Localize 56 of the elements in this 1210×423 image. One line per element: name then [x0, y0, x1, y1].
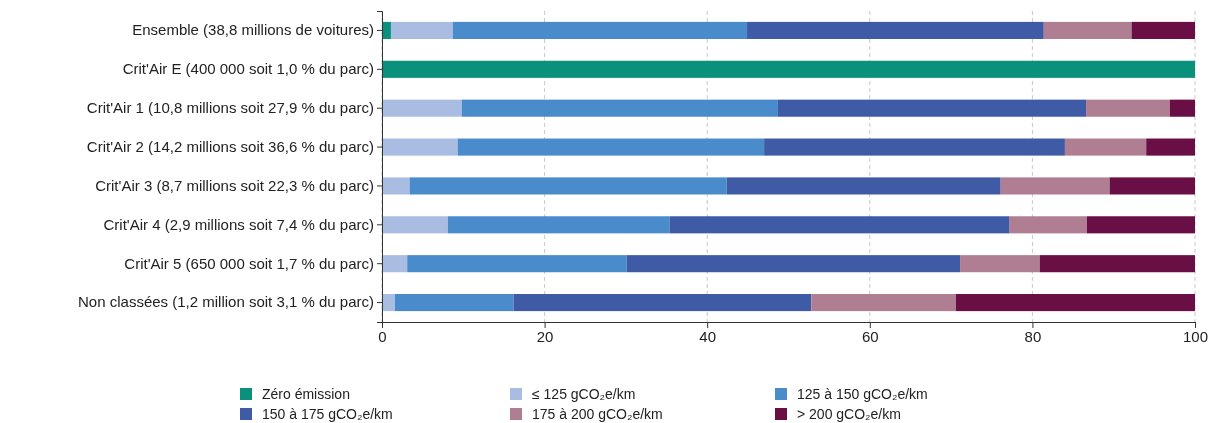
bar: [447, 216, 670, 234]
bar: [811, 294, 956, 312]
bar: [1064, 138, 1147, 156]
bar: [382, 99, 462, 117]
x-tick-label: 20: [536, 327, 554, 345]
bar: [407, 255, 627, 273]
y-tick-label: Crit'Air 4 (2,9 millions soit 7,4 % du parc): [103, 215, 374, 233]
bar: [382, 216, 448, 234]
bar: [669, 216, 1010, 234]
bar: [955, 294, 1195, 312]
bar: [382, 255, 408, 273]
bar: [726, 177, 1001, 195]
bar: [1169, 99, 1195, 117]
bar: [382, 60, 1195, 78]
bar: [513, 294, 812, 312]
bar: [1000, 177, 1110, 195]
y-tick-label: Crit'Air E (400 000 soit 1,0 % du parc): [122, 60, 374, 78]
y-tick-label: Non classées (1,2 million soit 3,1 % du parc): [78, 293, 374, 311]
legend-label: 125 à 150 gCO₂e/km: [797, 386, 928, 402]
y-tick-label: Crit'Air 3 (8,7 millions soit 22,3 % du parc): [95, 176, 374, 194]
bar: [626, 255, 961, 273]
bar: [395, 294, 514, 312]
y-tick-label: Ensemble (38,8 millions de voitures): [132, 21, 374, 39]
x-tick-label: 60: [861, 327, 879, 345]
bar: [452, 21, 748, 39]
y-tick-label: Crit'Air 5 (650 000 soit 1,7 % du parc): [124, 254, 374, 272]
bar: [1039, 255, 1195, 273]
legend-label: 175 à 200 gCO₂e/km: [532, 406, 663, 422]
bar: [382, 177, 410, 195]
x-tick-label: 80: [1024, 327, 1042, 345]
bar: [382, 138, 458, 156]
x-tick-label: 40: [699, 327, 717, 345]
bar: [777, 99, 1087, 117]
bar: [764, 138, 1065, 156]
bar: [1109, 177, 1195, 195]
bar: [461, 99, 778, 117]
bar: [1131, 21, 1195, 39]
bar: [1043, 21, 1132, 39]
bar: [457, 138, 765, 156]
bar: [382, 294, 396, 312]
bar: [747, 21, 1044, 39]
legend-label: 150 à 175 gCO₂e/km: [262, 406, 393, 422]
legend-label: > 200 gCO₂e/km: [797, 406, 901, 422]
y-tick-label: Crit'Air 2 (14,2 millions soit 36,6 % du parc): [86, 137, 374, 155]
y-tick-label: Crit'Air 1 (10,8 millions soit 27,9 % du parc): [86, 98, 374, 116]
legend-label: Zéro émission: [262, 386, 350, 402]
bar: [1086, 216, 1195, 234]
legend-label: ≤ 125 gCO₂e/km: [532, 386, 636, 402]
bar: [1146, 138, 1195, 156]
bar: [1009, 216, 1087, 234]
bar: [409, 177, 727, 195]
bar: [960, 255, 1040, 273]
bar: [1086, 99, 1170, 117]
x-tick-label: 0: [378, 327, 387, 345]
bar: [390, 21, 453, 39]
x-tick-label: 100: [1182, 327, 1209, 345]
